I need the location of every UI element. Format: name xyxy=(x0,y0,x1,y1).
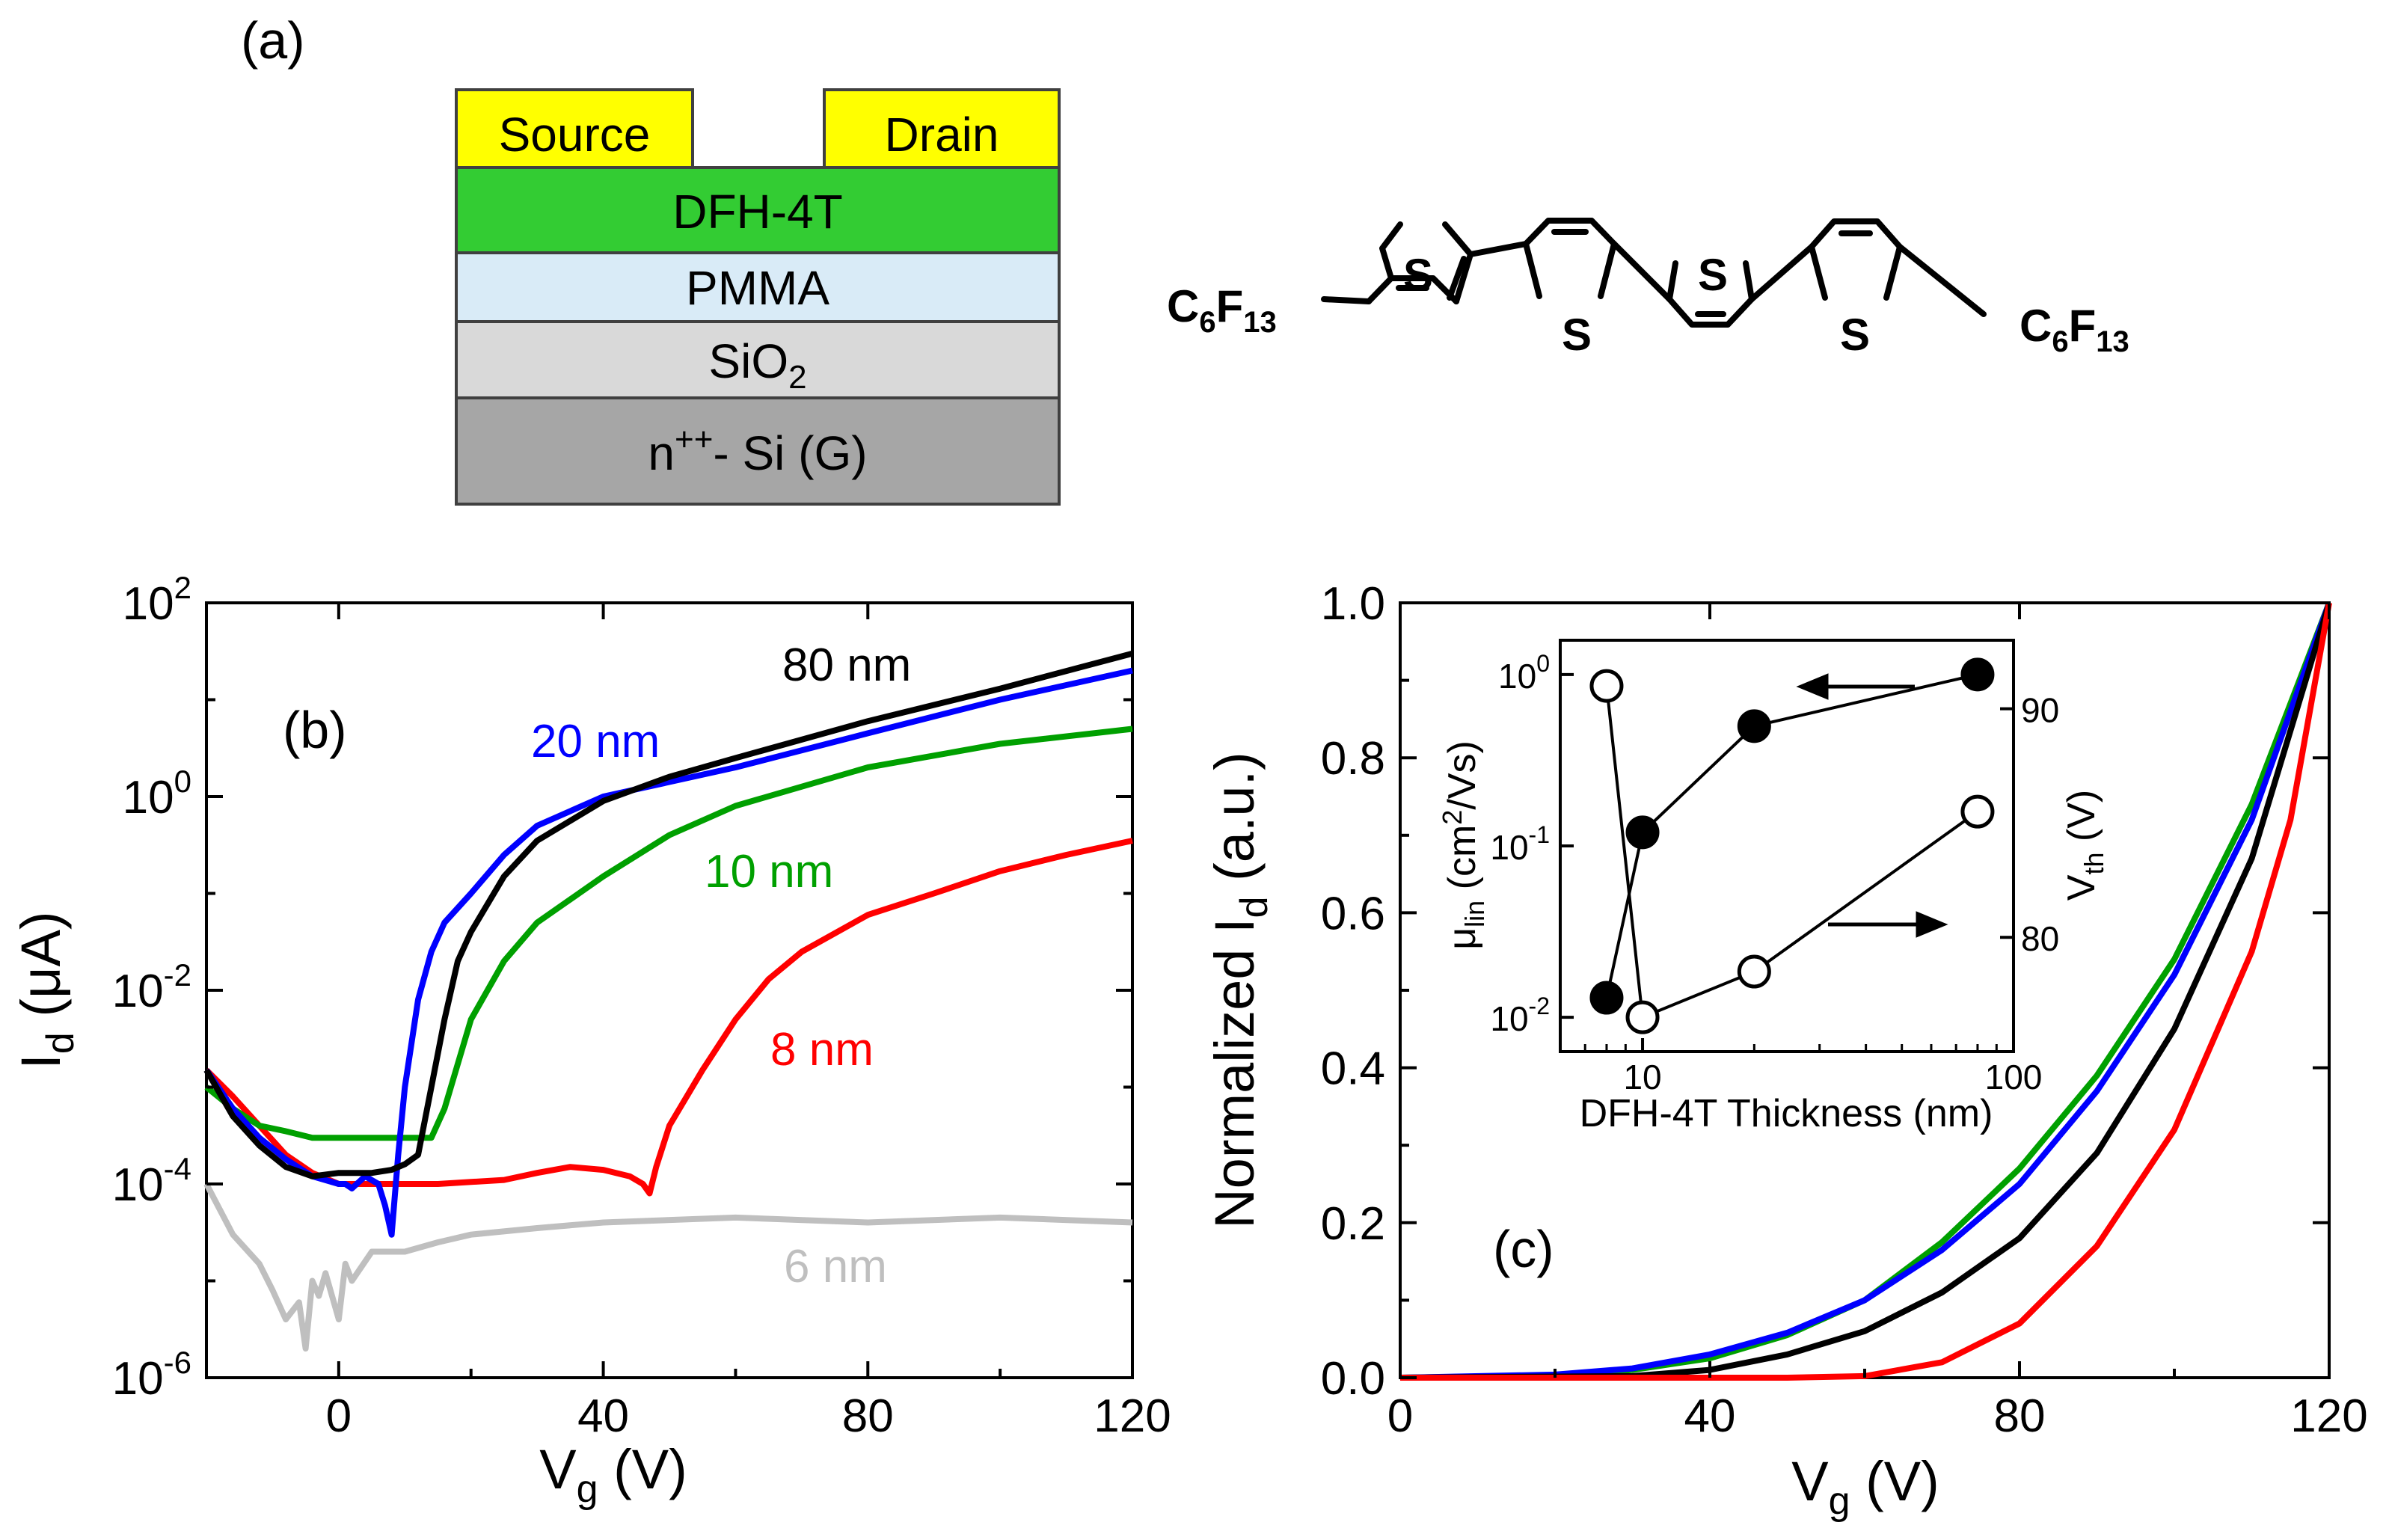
inset-ytick-left-label: 10-1 xyxy=(1490,821,1550,867)
ytick-label: 0.4 xyxy=(1321,1043,1385,1095)
arrow-right-head xyxy=(1916,911,1948,938)
pmma-label: PMMA xyxy=(686,261,829,315)
series-line-10nm xyxy=(204,725,1133,1141)
panel-b-series-labels: 80 nm 20 nm 10 nm 8 nm 6 nm xyxy=(531,639,911,1292)
xtick-label: 40 xyxy=(577,1390,629,1442)
inset-xtick-label: 100 xyxy=(1985,1058,2043,1096)
panel-c-chart: 0 40 80 120 0.0 0.2 0.4 0.6 0.8 1.0 (c) Vg (V) No… xyxy=(1203,578,2368,1523)
ytick-label: 0.2 xyxy=(1321,1198,1385,1250)
series-line-6nm xyxy=(203,1182,1133,1352)
sio2-label: SiO2 xyxy=(708,334,806,396)
inset-marker-filled xyxy=(1589,981,1624,1015)
sio2-layer xyxy=(455,320,1061,399)
arrow-left-head xyxy=(1796,673,1829,700)
dfh4t-label: DFH-4T xyxy=(672,185,843,239)
panel-a-label: (a) xyxy=(241,11,305,70)
label-8nm: 8 nm xyxy=(770,1024,874,1076)
ytick-label: 0.0 xyxy=(1321,1353,1385,1405)
panel-c-label: (c) xyxy=(1493,1220,1554,1278)
c6f13-left: C6F13 xyxy=(1167,281,1277,339)
inset-marker-filled xyxy=(1737,709,1771,743)
dfh4t-layer xyxy=(455,166,1061,254)
panel-b-chart: 0 40 80 120 10-6 10-4 10-2 100 102 (b) 80 nm 20 … xyxy=(10,570,1171,1511)
xtick-label: 120 xyxy=(2290,1390,2367,1442)
sulfur-3: S xyxy=(1698,250,1728,300)
thiophene-ring-4 xyxy=(1809,218,1903,250)
inset-arrows xyxy=(1796,673,1948,938)
device-stack xyxy=(455,88,1061,506)
inset-ylabel-left: μlin (cm2/Vs) xyxy=(1437,740,1490,950)
label-10nm: 10 nm xyxy=(705,846,833,898)
norm-line-20nm xyxy=(1399,601,2332,1381)
panel-b-xlabel: Vg (V) xyxy=(539,1438,687,1511)
inset-line-filled xyxy=(1605,672,1978,998)
inset-frame xyxy=(1559,639,2015,1053)
source-label: Source xyxy=(499,108,651,162)
inset-marker-open xyxy=(1737,954,1771,989)
sulfur-1: S xyxy=(1403,250,1433,300)
panel-c-ylabel: Normalized Id (a.u.) xyxy=(1203,752,1276,1229)
inset-marker-filled xyxy=(1960,657,1995,692)
thiophene-ring-1 xyxy=(1366,275,1459,304)
xtick-label: 80 xyxy=(1994,1390,2046,1442)
series-line-80nm xyxy=(203,650,1134,1179)
ytick-label: 10-2 xyxy=(112,957,191,1017)
inset-marker-open xyxy=(1625,1000,1660,1034)
inset-ytick-left-label: 10-2 xyxy=(1490,993,1550,1038)
xtick-label: 80 xyxy=(842,1390,894,1442)
label-20nm: 20 nm xyxy=(531,716,660,767)
norm-line-8nm xyxy=(1400,602,2332,1381)
c6f13-right: C6F13 xyxy=(2020,301,2129,358)
thiophene-ring-2 xyxy=(1523,218,1617,299)
inset-marker-filled xyxy=(1625,815,1660,850)
panel-c-series-group xyxy=(1399,601,2332,1381)
ytick-label: 10-4 xyxy=(112,1151,191,1211)
inset-ylabel-right: Vth (V) xyxy=(2060,790,2109,901)
ytick-label: 10-6 xyxy=(112,1345,191,1405)
ytick-label: 102 xyxy=(123,570,191,630)
xtick-label: 120 xyxy=(1094,1390,1171,1442)
inset-marker-open xyxy=(1960,794,1995,829)
drain-label: Drain xyxy=(885,108,999,162)
dfh4t-molecule xyxy=(1321,218,1987,328)
gate-layer xyxy=(455,396,1061,506)
panel-b-series-group xyxy=(203,650,1134,1352)
inset-series-group xyxy=(1589,657,1995,1034)
inset-ytick-right-label: 80 xyxy=(2021,919,2059,958)
panel-c-ticks: 0 40 80 120 0.0 0.2 0.4 0.6 0.8 1.0 xyxy=(1321,578,2368,1442)
inset-xlabel: DFH-4T Thickness (nm) xyxy=(1580,1092,1993,1135)
inset-ytick-right-label: 90 xyxy=(2021,691,2059,730)
sulfur-2: S xyxy=(1562,310,1592,360)
panel-a: (a) Source Drain DFH-4T PMMA SiO2 n++- S… xyxy=(241,11,2129,506)
xtick-label: 40 xyxy=(1684,1390,1736,1442)
panel-b-ticks: 0 40 80 120 10-6 10-4 10-2 100 102 xyxy=(112,570,1171,1442)
thiophene-ring-3 xyxy=(1666,296,1755,328)
molecule-labels: S S S S C6F13 C6F13 xyxy=(1167,250,2129,360)
label-80nm: 80 nm xyxy=(782,639,911,691)
ytick-label: 100 xyxy=(123,764,191,823)
inset-line-open xyxy=(1605,685,1979,1020)
sulfur-4: S xyxy=(1840,310,1870,360)
gate-label: n++- Si (G) xyxy=(648,421,867,480)
inset-chart: 10 100 10-2 10-1 100 80 90 DFH-4T Thickness (n… xyxy=(1437,639,2109,1135)
inset-marker-open xyxy=(1589,669,1624,703)
norm-line-80nm xyxy=(1399,601,2332,1381)
panel-b-ylabel: Id (μA) xyxy=(10,911,82,1069)
inset-ytick-left-label: 100 xyxy=(1498,650,1550,696)
drain-electrode xyxy=(823,88,1061,169)
device-stack-labels: Source Drain DFH-4T PMMA SiO2 n++- Si (G… xyxy=(499,108,999,480)
ytick-label: 0.8 xyxy=(1321,733,1385,785)
ytick-label: 1.0 xyxy=(1321,578,1385,630)
xtick-label: 0 xyxy=(1387,1390,1413,1442)
label-6nm: 6 nm xyxy=(784,1241,887,1292)
xtick-label: 0 xyxy=(326,1390,352,1442)
ytick-label: 0.6 xyxy=(1321,888,1385,939)
inset-xtick-label: 10 xyxy=(1623,1058,1661,1096)
panel-b-label: (b) xyxy=(283,701,347,759)
panel-c-xlabel: Vg (V) xyxy=(1791,1450,1939,1523)
inset-ticks: 10 100 10-2 10-1 100 80 90 xyxy=(1490,650,2059,1096)
